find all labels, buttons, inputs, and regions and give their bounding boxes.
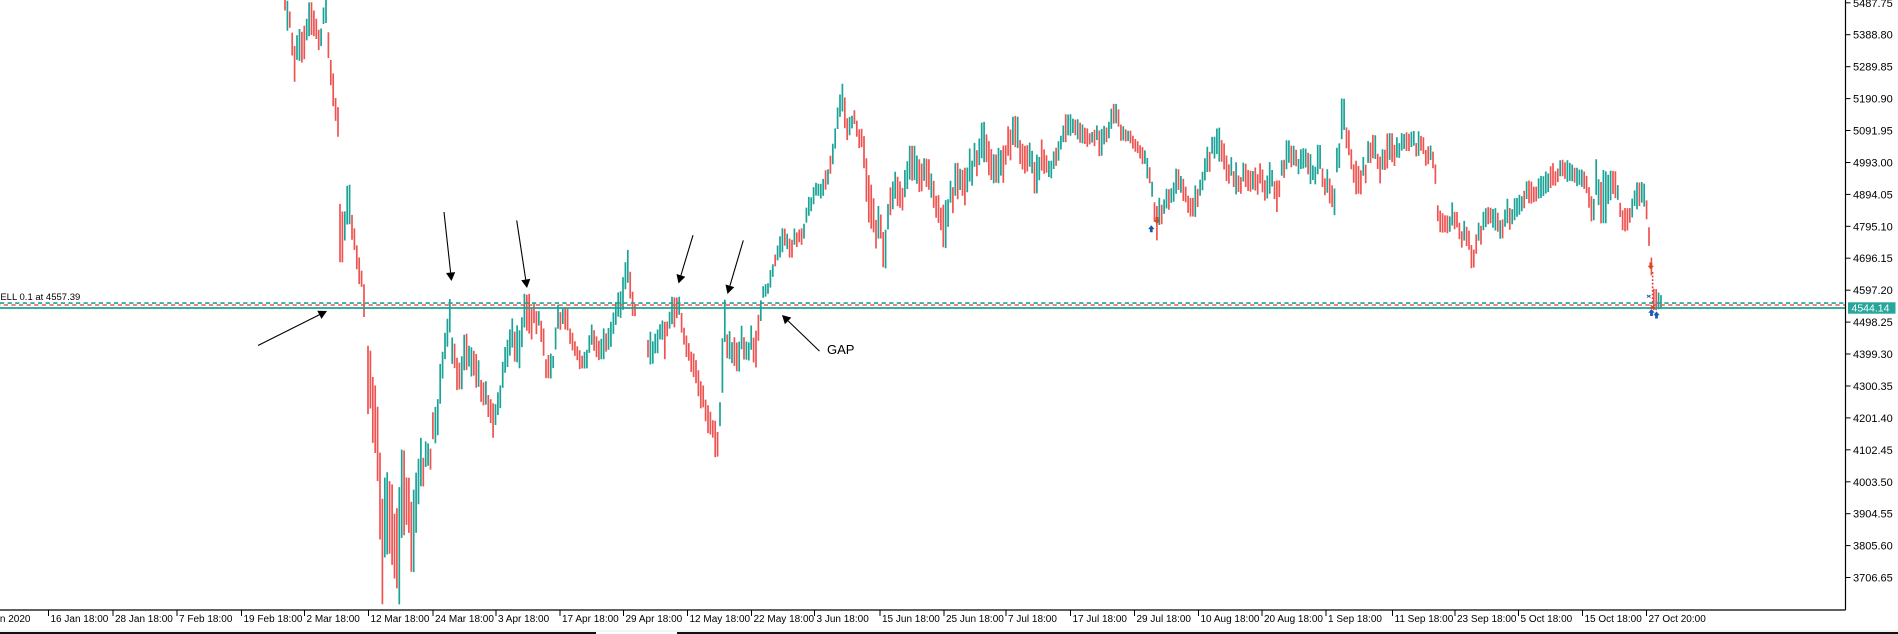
- svg-text:4544.14: 4544.14: [1852, 303, 1890, 315]
- svg-text:29 Apr 18:00: 29 Apr 18:00: [626, 614, 683, 625]
- svg-text:28 Jan 18:00: 28 Jan 18:00: [115, 614, 173, 625]
- svg-text:4399.30: 4399.30: [1853, 349, 1893, 361]
- svg-text:11 Sep 18:00: 11 Sep 18:00: [1395, 614, 1454, 625]
- svg-text:4102.45: 4102.45: [1853, 445, 1893, 457]
- svg-text:16 Jan 18:00: 16 Jan 18:00: [51, 614, 109, 625]
- svg-text:5190.90: 5190.90: [1853, 94, 1893, 106]
- svg-text:4993.00: 4993.00: [1853, 158, 1893, 170]
- svg-text:17 Jul 18:00: 17 Jul 18:00: [1073, 614, 1128, 625]
- svg-text:7 Feb 18:00: 7 Feb 18:00: [179, 614, 233, 625]
- svg-text:4795.10: 4795.10: [1853, 221, 1893, 233]
- svg-text:12 Mar 18:00: 12 Mar 18:00: [371, 614, 430, 625]
- svg-text:SELL 0.1 at 4557.39: SELL 0.1 at 4557.39: [0, 292, 80, 303]
- svg-text:29 Jul 18:00: 29 Jul 18:00: [1137, 614, 1192, 625]
- svg-text:3 Apr 18:00: 3 Apr 18:00: [498, 614, 550, 625]
- svg-text:24 Mar 18:00: 24 Mar 18:00: [435, 614, 494, 625]
- svg-text:6 Jan 2020: 6 Jan 2020: [0, 614, 31, 625]
- svg-text:7 Jul 18:00: 7 Jul 18:00: [1008, 614, 1057, 625]
- svg-text:23 Sep 18:00: 23 Sep 18:00: [1457, 614, 1517, 625]
- svg-text:17 Apr 18:00: 17 Apr 18:00: [562, 614, 619, 625]
- svg-text:2 Mar 18:00: 2 Mar 18:00: [307, 614, 361, 625]
- svg-text:4696.15: 4696.15: [1853, 253, 1893, 265]
- svg-text:25 Jun 18:00: 25 Jun 18:00: [946, 614, 1004, 625]
- svg-text:5388.80: 5388.80: [1853, 30, 1893, 42]
- svg-text:4498.25: 4498.25: [1853, 317, 1893, 329]
- svg-text:10 Aug 18:00: 10 Aug 18:00: [1201, 614, 1260, 625]
- svg-text:15 Oct 18:00: 15 Oct 18:00: [1585, 614, 1643, 625]
- svg-text:3805.60: 3805.60: [1853, 541, 1893, 553]
- svg-text:4300.35: 4300.35: [1853, 381, 1893, 393]
- svg-text:3 Jun 18:00: 3 Jun 18:00: [817, 614, 870, 625]
- svg-text:4201.40: 4201.40: [1853, 413, 1893, 425]
- svg-text:1 Sep 18:00: 1 Sep 18:00: [1328, 614, 1382, 625]
- svg-text:27 Oct 20:00: 27 Oct 20:00: [1649, 614, 1707, 625]
- svg-text:4003.50: 4003.50: [1853, 477, 1893, 489]
- svg-text:5289.85: 5289.85: [1853, 62, 1893, 74]
- svg-text:5 Oct 18:00: 5 Oct 18:00: [1521, 614, 1573, 625]
- svg-text:GAP: GAP: [827, 342, 854, 357]
- svg-text:5487.75: 5487.75: [1853, 0, 1893, 10]
- svg-text:4894.05: 4894.05: [1853, 189, 1893, 201]
- svg-text:4597.20: 4597.20: [1853, 285, 1893, 297]
- svg-text:3706.65: 3706.65: [1853, 573, 1893, 585]
- svg-text:15 Jun 18:00: 15 Jun 18:00: [882, 614, 940, 625]
- svg-text:19 Feb 18:00: 19 Feb 18:00: [244, 614, 303, 625]
- svg-text:12 May 18:00: 12 May 18:00: [690, 614, 751, 625]
- svg-text:22 May 18:00: 22 May 18:00: [754, 614, 815, 625]
- svg-text:20 Aug 18:00: 20 Aug 18:00: [1264, 614, 1323, 625]
- svg-text:5091.95: 5091.95: [1853, 126, 1893, 138]
- svg-text:3904.55: 3904.55: [1853, 509, 1893, 521]
